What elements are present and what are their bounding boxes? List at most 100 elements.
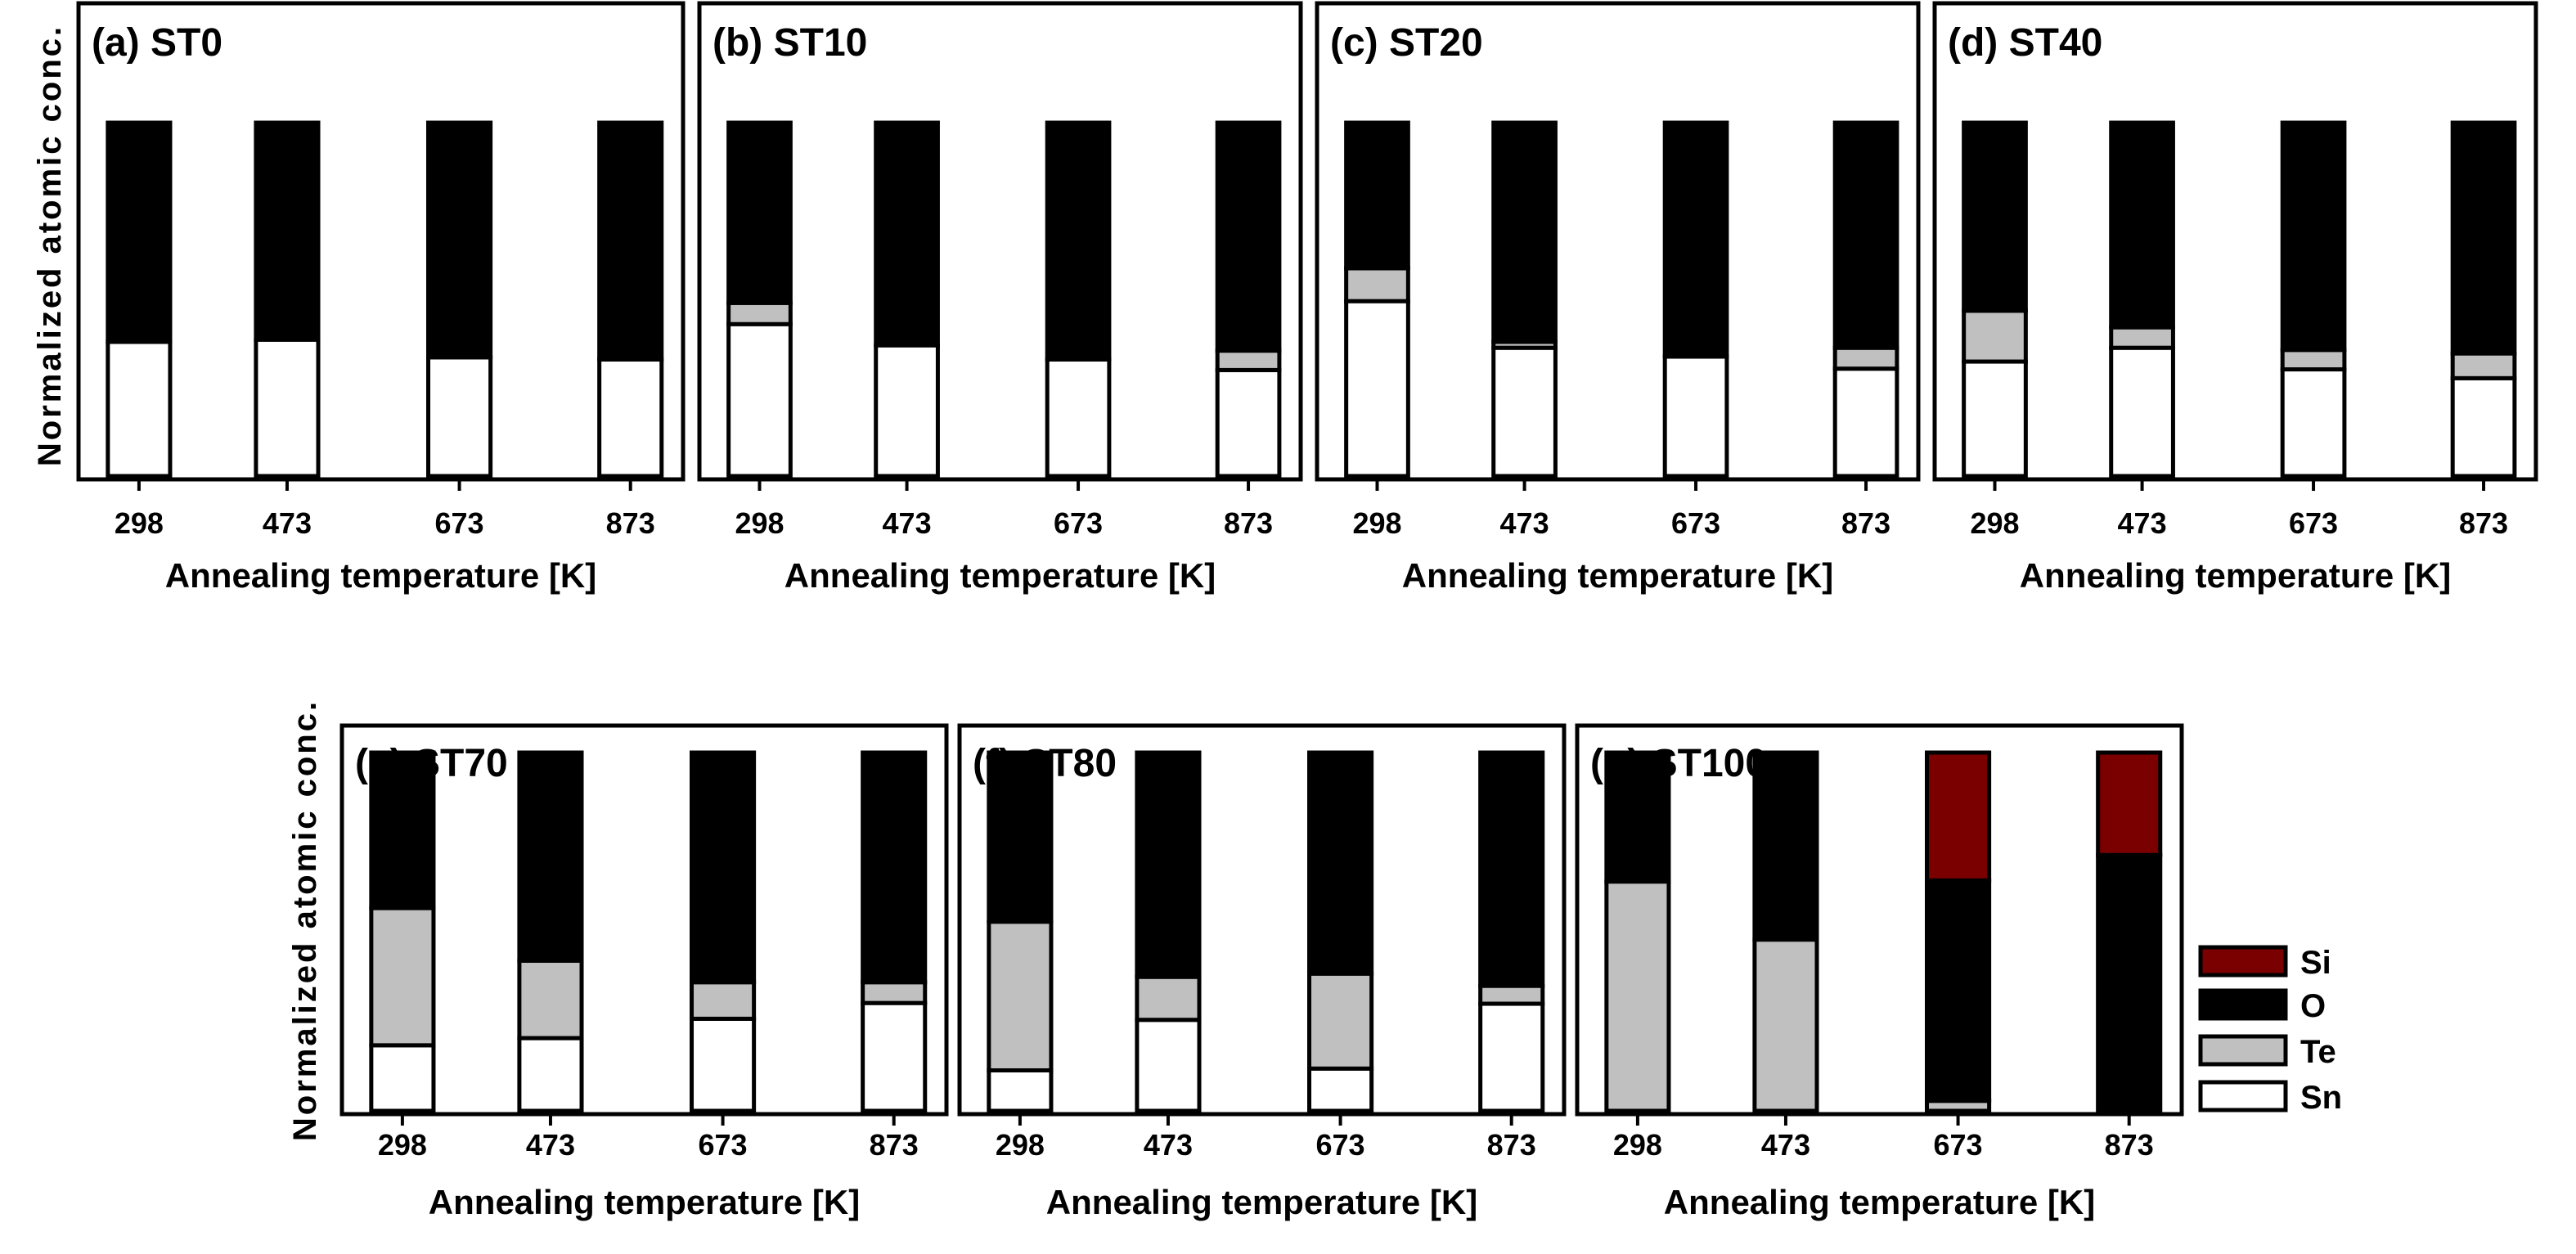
bar-segment-o — [1491, 120, 1558, 344]
bar-segment-o — [426, 120, 493, 360]
bar-segment-o — [987, 750, 1054, 924]
bar-segment-o — [1215, 120, 1282, 353]
bar-segment-sn — [254, 337, 321, 479]
x-tick-label: 673 — [699, 1128, 748, 1162]
bar-segment-te — [1344, 266, 1410, 303]
panel-title: (c) ST20 — [1330, 21, 1483, 65]
bar-segment-o — [1478, 750, 1545, 988]
x-tick-label: 673 — [2289, 506, 2338, 540]
bar-segment-te — [1135, 974, 1202, 1023]
x-tick-label: 298 — [378, 1128, 427, 1162]
legend-label: Te — [2300, 1034, 2336, 1070]
x-tick-label: 298 — [996, 1128, 1045, 1162]
bar-segment-sn — [1135, 1018, 1202, 1113]
x-axis-label: Annealing temperature [K] — [2020, 556, 2451, 595]
bar-segment-o — [517, 750, 584, 963]
bar-segment-o — [597, 120, 664, 362]
bar-segment-o — [861, 750, 928, 985]
x-tick-label: 873 — [1841, 506, 1890, 540]
bar-segment-sn — [2280, 367, 2347, 479]
bar-segment-si — [2096, 750, 2163, 857]
bar-segment-o — [2109, 120, 2175, 330]
bar-segment-te — [1307, 971, 1374, 1071]
bar-segment-sn — [1045, 357, 1112, 479]
x-axis-label: Annealing temperature [K] — [165, 556, 596, 595]
bar-segment-sn — [1478, 1001, 1545, 1113]
bar-segment-o — [2280, 120, 2347, 353]
bar-segment-sn — [1962, 359, 2028, 479]
bar-segment-te — [369, 906, 436, 1048]
bar-segment-sn — [517, 1036, 584, 1113]
legend-swatch — [2198, 1080, 2288, 1112]
x-tick-label: 873 — [1224, 506, 1273, 540]
bar-segment-sn — [2450, 375, 2517, 479]
bar-segment-te — [2450, 351, 2517, 380]
bar-segment-sn — [369, 1043, 436, 1113]
bar-segment-sn — [597, 357, 664, 479]
bar-segment-o — [106, 120, 173, 344]
bar-segment-sn — [861, 1000, 928, 1113]
x-tick-label: 473 — [526, 1128, 575, 1162]
legend-item-o: O — [2198, 988, 2326, 1024]
x-axis-label: Annealing temperature [K] — [784, 556, 1216, 595]
bar-segment-te — [2280, 348, 2347, 372]
y-axis-label: Normalized atomic conc. — [287, 699, 323, 1141]
legend: Si O Te Sn — [2198, 945, 2342, 1116]
x-tick-label: 673 — [1671, 506, 1720, 540]
bar-segment-o — [369, 750, 436, 910]
bar-segment-sn — [987, 1068, 1054, 1113]
bar-segment-o — [690, 750, 757, 985]
bar-segment-sn — [106, 339, 173, 479]
legend-label: Si — [2300, 945, 2331, 981]
x-tick-label: 298 — [115, 506, 164, 540]
legend-item-sn: Sn — [2198, 1080, 2342, 1116]
bar-segment-sn — [1662, 354, 1729, 479]
bar-segment-o — [1925, 878, 1992, 1103]
x-tick-label: 298 — [1613, 1128, 1662, 1162]
x-tick-label: 873 — [606, 506, 655, 540]
legend-item-si: Si — [2198, 945, 2331, 981]
bar-segment-te — [1604, 879, 1671, 1113]
bar-segment-o — [254, 120, 321, 342]
bar-segment-te — [1832, 345, 1899, 371]
x-tick-label: 473 — [1500, 506, 1549, 540]
bar-segment-te — [690, 980, 757, 1021]
x-tick-label: 673 — [1316, 1128, 1365, 1162]
plot-frame — [76, 1, 686, 482]
x-axis-label: Annealing temperature [K] — [1046, 1183, 1477, 1221]
legend-swatch — [2198, 1034, 2288, 1067]
bar-segment-si — [1925, 750, 1992, 883]
panel-title: (d) ST40 — [1948, 21, 2102, 65]
plot-frame — [1575, 723, 2184, 1117]
bar-segment-sn — [690, 1016, 757, 1113]
x-tick-label: 298 — [1970, 506, 2019, 540]
x-tick-label: 673 — [435, 506, 484, 540]
x-axis-label: Annealing temperature [K] — [1664, 1183, 2095, 1221]
bar-segment-o — [726, 120, 793, 305]
bar-segment-te — [726, 300, 793, 326]
bar-segment-sn — [426, 355, 493, 479]
bar-segment-o — [1135, 750, 1202, 979]
plot-frame — [957, 723, 1567, 1117]
plot-frame — [339, 723, 949, 1117]
x-tick-label: 873 — [2105, 1128, 2154, 1162]
bar-segment-sn — [1215, 367, 1282, 479]
panel-title: (a) ST0 — [92, 21, 223, 65]
legend-swatch — [2198, 988, 2288, 1021]
bar-segment-o — [2450, 120, 2517, 356]
x-axis-label: Annealing temperature [K] — [429, 1183, 860, 1221]
bar-segment-sn — [874, 343, 940, 479]
x-tick-label: 673 — [1934, 1128, 1983, 1162]
bar-segment-te — [861, 980, 928, 1005]
bar-segment-te — [987, 919, 1054, 1073]
x-axis-label: Annealing temperature [K] — [1402, 556, 1833, 595]
bar-segment-o — [1344, 120, 1410, 271]
plot-frame — [1315, 1, 1921, 482]
bar-segment-te — [1752, 937, 1819, 1113]
plot-frame — [697, 1, 1303, 482]
bar-segment-sn — [726, 321, 793, 479]
legend-label: O — [2300, 988, 2326, 1024]
